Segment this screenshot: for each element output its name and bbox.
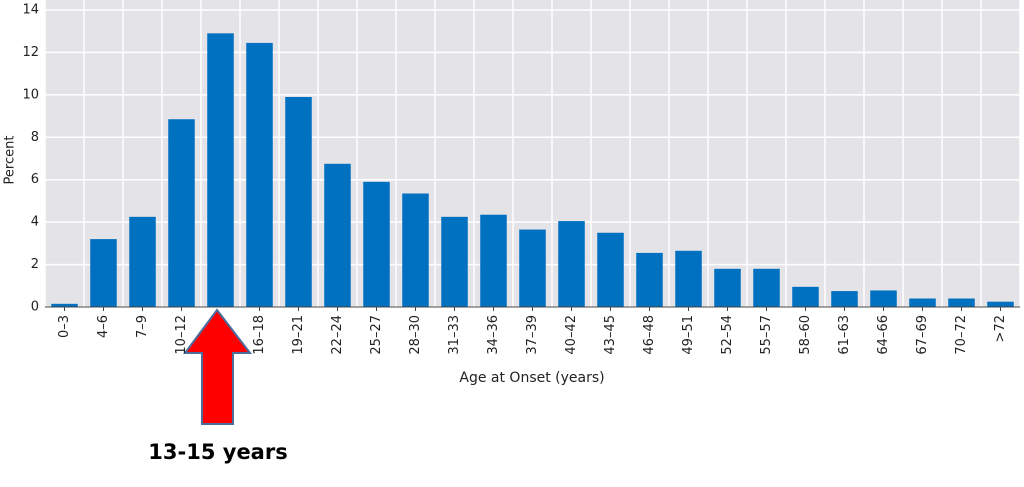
x-tick-label: 61–63: [837, 315, 852, 355]
bar: [363, 181, 390, 307]
bar: [90, 239, 117, 307]
bar: [675, 250, 702, 307]
x-tick-label: 49–51: [681, 315, 696, 355]
bar: [636, 252, 663, 307]
x-tick-label: 0–3: [57, 315, 72, 338]
bar: [324, 163, 351, 307]
y-tick-label: 4: [31, 215, 39, 230]
bar: [870, 290, 897, 307]
y-tick-label: 14: [22, 3, 39, 18]
x-tick-label: >72: [993, 315, 1008, 342]
bar: [207, 33, 234, 307]
y-tick-label: 6: [31, 172, 39, 187]
x-tick-label: 4–6: [96, 315, 111, 338]
x-tick-label: 22–24: [330, 315, 345, 355]
x-tick-label: 43–45: [603, 315, 618, 355]
bar: [909, 298, 936, 307]
bars: [51, 33, 1014, 307]
bar: [948, 298, 975, 307]
x-tick-label: 7–9: [135, 315, 150, 338]
x-tick-label: 70–72: [954, 315, 969, 355]
x-tick-label: 46–48: [642, 315, 657, 355]
annotation: 13-15 years: [148, 440, 287, 464]
bar: [558, 221, 585, 307]
y-tick-label: 12: [22, 45, 39, 60]
bar: [246, 42, 273, 307]
bar: [597, 232, 624, 307]
bar: [792, 286, 819, 307]
x-tick-label: 37–39: [525, 315, 540, 355]
bar: [51, 303, 78, 307]
x-tick-label: 67–69: [915, 315, 930, 355]
bar: [714, 268, 741, 307]
y-axis-label: Percent: [3, 136, 18, 185]
bar: [987, 301, 1014, 307]
y-tick-label: 10: [22, 87, 39, 102]
y-tick-label: 2: [31, 257, 39, 272]
bar: [285, 96, 312, 307]
x-tick-label: 28–30: [408, 315, 423, 355]
x-tick-label: 16–18: [252, 315, 267, 355]
x-tick-label: 58–60: [798, 315, 813, 355]
bar: [831, 291, 858, 307]
x-tick-label: 19–21: [291, 315, 306, 355]
x-axis-label: Age at Onset (years): [459, 370, 604, 386]
bar: [168, 119, 195, 307]
bar: [129, 216, 156, 307]
bar: [753, 268, 780, 307]
x-tick-label: 34–36: [486, 315, 501, 355]
x-tick-label: 55–57: [759, 315, 774, 355]
arrow: [183, 308, 253, 425]
x-tick-label: 25–27: [369, 315, 384, 355]
bar: [480, 214, 507, 307]
bar: [519, 229, 546, 307]
bar: [441, 216, 468, 307]
y-tick-label: 0: [31, 300, 39, 315]
bar: [402, 193, 429, 307]
x-tick-label: 10–12: [174, 315, 189, 355]
x-tick-label: 31–33: [447, 315, 462, 355]
x-tick-label: 64–66: [876, 315, 891, 355]
y-tick-label: 8: [31, 130, 39, 145]
x-tick-label: 52–54: [720, 315, 735, 355]
x-tick-label: 40–42: [564, 315, 579, 355]
